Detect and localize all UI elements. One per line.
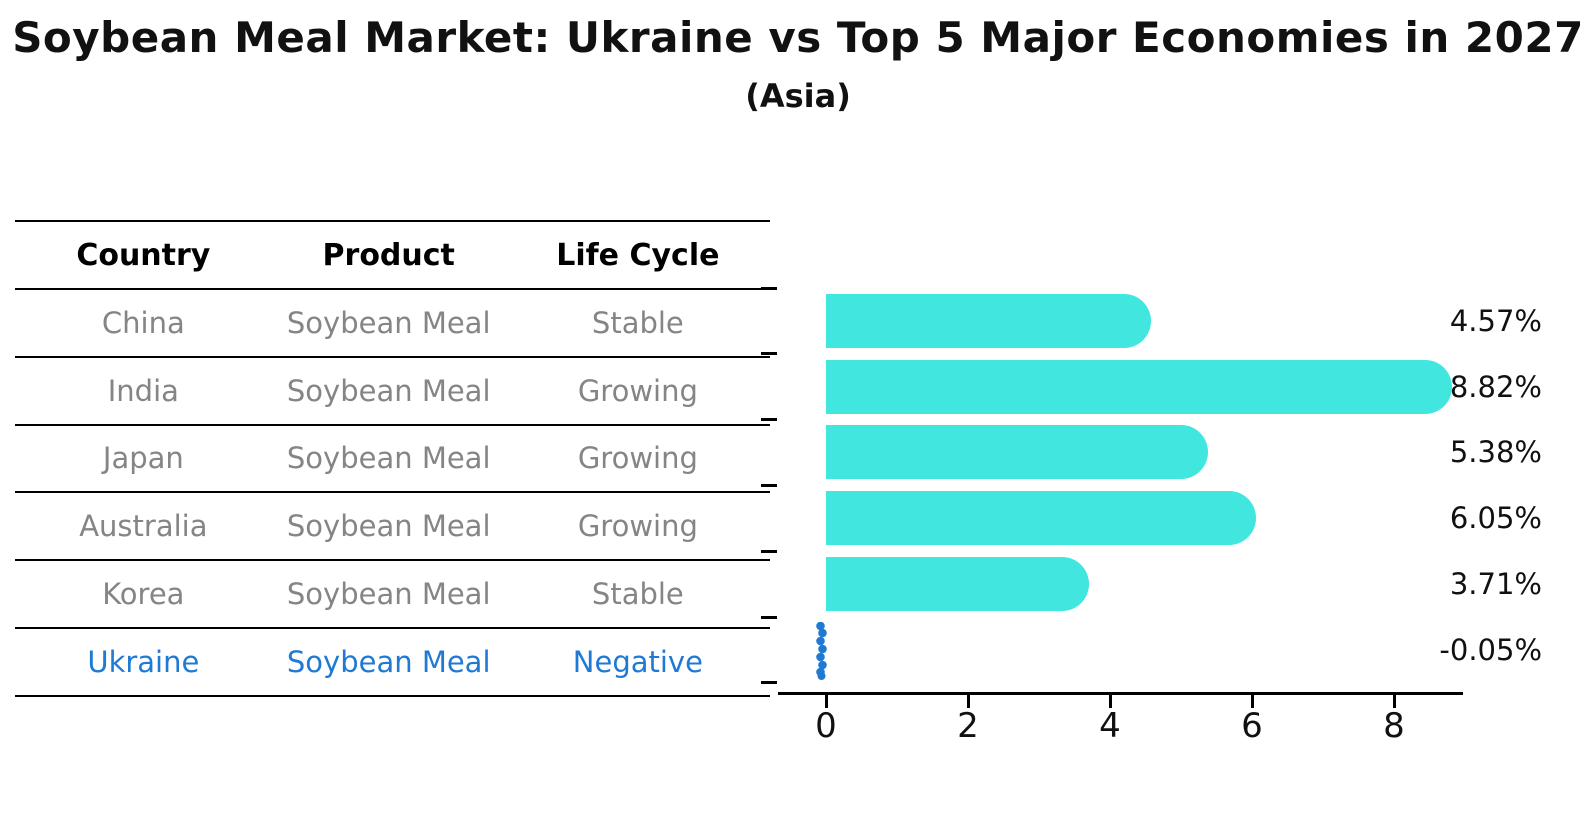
- y-axis-tick: [761, 418, 777, 422]
- header-cell-product: Product: [322, 237, 455, 273]
- bar-korea: [826, 557, 1090, 612]
- bar-row: 3.71%: [0, 551, 1596, 617]
- table-row: China Soybean Meal Stable: [15, 290, 770, 358]
- x-axis-tick: [1108, 695, 1112, 708]
- cell-country: Australia: [79, 509, 208, 544]
- cell-country: China: [101, 305, 185, 340]
- bar-japan: [826, 425, 1208, 480]
- x-axis-tick: [1250, 695, 1254, 708]
- cell-life-cycle: Negative: [572, 644, 703, 679]
- y-axis-tick: [761, 681, 777, 685]
- table-header-row: Country Product Life Cycle: [15, 222, 770, 290]
- cell-product: Soybean Meal: [286, 644, 491, 679]
- y-axis-tick: [761, 286, 777, 290]
- bar-value-label: 3.71%: [1449, 567, 1542, 602]
- x-axis-tick: [824, 695, 828, 708]
- y-axis-tick: [761, 615, 777, 619]
- y-axis-tick: [761, 352, 777, 356]
- bar-row: 5.38%: [0, 420, 1596, 486]
- cell-country: Ukraine: [87, 644, 200, 679]
- y-axis-tick: [761, 549, 777, 553]
- cell-country: Korea: [102, 577, 185, 612]
- x-tick-label: 2: [957, 706, 979, 746]
- x-tick-label: 6: [1241, 706, 1263, 746]
- cell-life-cycle: Growing: [577, 509, 698, 544]
- cell-country: India: [107, 373, 179, 408]
- bar-row: 4.57%: [0, 288, 1596, 354]
- ukraine-negative-marker-icon: [816, 622, 827, 680]
- bar-china: [826, 293, 1151, 348]
- x-axis-tick: [966, 695, 970, 708]
- cell-product: Soybean Meal: [286, 305, 491, 340]
- bar-value-label: 5.38%: [1449, 435, 1542, 470]
- x-axis-tick: [1392, 695, 1396, 708]
- header-cell-life-cycle: Life Cycle: [556, 237, 720, 273]
- table-row: Australia Soybean Meal Growing: [15, 493, 770, 562]
- bar-india: [826, 359, 1453, 414]
- cell-life-cycle: Stable: [591, 305, 684, 340]
- page-title: Soybean Meal Market: Ukraine vs Top 5 Ma…: [12, 13, 1584, 62]
- bar-value-label: 8.82%: [1449, 369, 1542, 404]
- cell-product: Soybean Meal: [286, 441, 491, 476]
- bar-value-label: 6.05%: [1449, 501, 1542, 536]
- table-row: India Soybean Meal Growing: [15, 358, 770, 426]
- y-axis-tick: [761, 483, 777, 487]
- x-axis-line: [778, 692, 1463, 695]
- cell-life-cycle: Growing: [577, 441, 698, 476]
- x-tick-label: 8: [1383, 706, 1405, 746]
- cell-product: Soybean Meal: [286, 577, 491, 612]
- bar-row: -0.05%: [0, 617, 1596, 683]
- bar-australia: [826, 491, 1256, 546]
- cell-product: Soybean Meal: [286, 373, 491, 408]
- table-row: Korea Soybean Meal Stable: [15, 561, 770, 629]
- header-cell-country: Country: [76, 237, 211, 273]
- bar-row: 8.82%: [0, 354, 1596, 420]
- x-tick-label: 0: [815, 706, 837, 746]
- cell-country: Japan: [102, 441, 184, 476]
- bar-value-label: 4.57%: [1449, 303, 1542, 338]
- table-row-ukraine: Ukraine Soybean Meal Negative: [15, 629, 770, 697]
- cell-life-cycle: Stable: [591, 577, 684, 612]
- cell-product: Soybean Meal: [286, 509, 491, 544]
- bar-value-label: -0.05%: [1439, 632, 1542, 667]
- page-subtitle: (Asia): [745, 77, 851, 115]
- table-row: Japan Soybean Meal Growing: [15, 426, 770, 494]
- market-table: Country Product Life Cycle China Soybean…: [15, 220, 770, 697]
- bar-row: 6.05%: [0, 485, 1596, 551]
- x-tick-label: 4: [1099, 706, 1121, 746]
- cell-life-cycle: Growing: [577, 373, 698, 408]
